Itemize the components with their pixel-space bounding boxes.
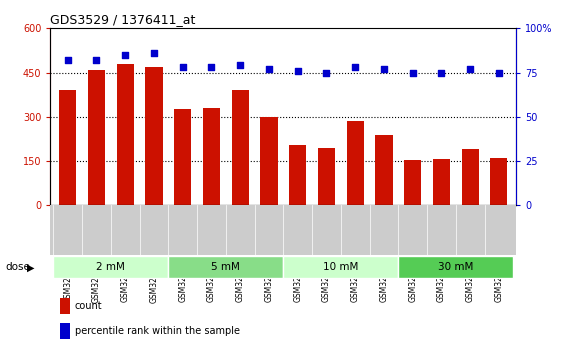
Point xyxy=(178,64,187,70)
Text: dose: dose xyxy=(6,262,30,272)
Point xyxy=(121,52,130,58)
Bar xyxy=(168,256,283,278)
Bar xyxy=(145,67,163,205)
Point xyxy=(379,66,388,72)
Text: count: count xyxy=(75,301,102,311)
Point xyxy=(149,50,158,56)
Point xyxy=(322,70,331,75)
Point xyxy=(92,57,101,63)
Point xyxy=(293,68,302,74)
Bar xyxy=(60,298,70,314)
Text: GDS3529 / 1376411_at: GDS3529 / 1376411_at xyxy=(50,13,196,26)
Bar xyxy=(174,109,191,205)
Text: 2 mM: 2 mM xyxy=(96,262,125,272)
Bar xyxy=(490,158,508,205)
Bar xyxy=(53,256,168,278)
Point xyxy=(408,70,417,75)
Bar xyxy=(203,108,220,205)
Point xyxy=(63,57,72,63)
Bar xyxy=(59,90,76,205)
Text: 5 mM: 5 mM xyxy=(211,262,240,272)
Bar xyxy=(60,323,70,339)
Bar xyxy=(318,148,335,205)
Bar xyxy=(289,145,306,205)
Bar xyxy=(88,70,105,205)
Bar xyxy=(232,90,249,205)
Text: ▶: ▶ xyxy=(27,262,35,272)
Point xyxy=(494,70,503,75)
Bar xyxy=(462,149,479,205)
Bar xyxy=(117,64,134,205)
Text: 10 mM: 10 mM xyxy=(323,262,358,272)
Text: 30 mM: 30 mM xyxy=(438,262,473,272)
Bar xyxy=(375,135,393,205)
Point xyxy=(236,63,245,68)
Point xyxy=(437,70,446,75)
Bar xyxy=(283,256,398,278)
Bar xyxy=(347,121,364,205)
Bar xyxy=(398,256,513,278)
Point xyxy=(351,64,360,70)
Point xyxy=(264,66,273,72)
Point xyxy=(466,66,475,72)
Text: percentile rank within the sample: percentile rank within the sample xyxy=(75,326,240,336)
Bar xyxy=(260,118,278,205)
Point xyxy=(207,64,216,70)
Bar xyxy=(433,159,450,205)
Bar xyxy=(404,160,421,205)
